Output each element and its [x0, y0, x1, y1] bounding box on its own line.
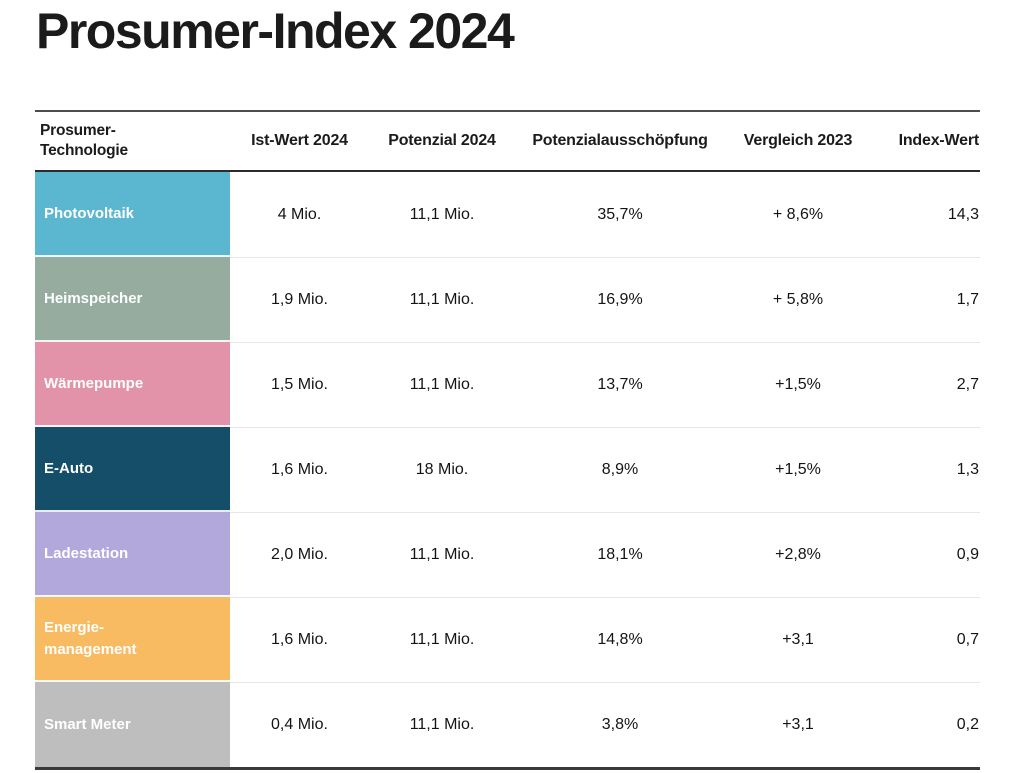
cell-potenzial: 11,1 Mio. [369, 257, 515, 342]
cell-potenzialausschoepfung: 3,8% [515, 682, 725, 767]
cell-ist-wert: 0,4 Mio. [230, 682, 369, 767]
table-row: Wärmepumpe 1,5 Mio. 11,1 Mio. 13,7% +1,5% 2,7 [35, 342, 980, 427]
cell-index-wert: 0,9 [871, 512, 980, 597]
row-label: Heimspeicher [35, 257, 230, 342]
cell-potenzialausschoepfung: 16,9% [515, 257, 725, 342]
cell-potenzial: 11,1 Mio. [369, 597, 515, 682]
table-row: Smart Meter 0,4 Mio. 11,1 Mio. 3,8% +3,1 0,2 [35, 682, 980, 767]
cell-index-wert: 0,2 [871, 682, 980, 767]
cell-index-wert: 2,7 [871, 342, 980, 427]
cell-vergleich: +1,5% [725, 427, 871, 512]
cell-potenzial: 18 Mio. [369, 427, 515, 512]
cell-potenzialausschoepfung: 13,7% [515, 342, 725, 427]
table-row: Ladestation 2,0 Mio. 11,1 Mio. 18,1% +2,8% 0,… [35, 512, 980, 597]
table-row: Heimspeicher 1,9 Mio. 11,1 Mio. 16,9% + 5,8%… [35, 257, 980, 342]
column-header-vergleich: Vergleich 2023 [743, 132, 853, 149]
row-label: Smart Meter [35, 682, 230, 767]
column-header-ausschoepfung: Potenzialausschöpfung [532, 132, 708, 149]
cell-potenzial: 11,1 Mio. [409, 205, 475, 223]
row-label: Wärmepumpe [35, 342, 230, 427]
cell-index-wert: 1,3 [871, 427, 980, 512]
cell-ist-wert: 1,9 Mio. [230, 257, 369, 342]
cell-vergleich: + 5,8% [725, 257, 871, 342]
cell-potenzialausschoepfung: 35,7% [597, 205, 643, 223]
cell-vergleich: +2,8% [725, 512, 871, 597]
table-body: Photovoltaik 4 Mio. 11,1 Mio. 35,7% + 8,6% 14… [35, 172, 980, 770]
cell-ist-wert: 1,6 Mio. [230, 597, 369, 682]
cell-index-wert: 14,3 [947, 205, 979, 223]
prosumer-index-table: Prosumer- Technologie Ist-Wert 2024 Pote… [35, 110, 980, 770]
cell-vergleich: +3,1 [725, 682, 871, 767]
cell-potenzialausschoepfung: 8,9% [515, 427, 725, 512]
cell-index-wert: 0,7 [871, 597, 980, 682]
column-header-index-wert: Index-Wert [898, 132, 980, 149]
page-title: Prosumer-Index 2024 [36, 3, 515, 59]
cell-index-wert: 1,7 [871, 257, 980, 342]
table-row: Photovoltaik 4 Mio. 11,1 Mio. 35,7% + 8,6% 14… [35, 172, 980, 257]
cell-potenzial: 11,1 Mio. [369, 512, 515, 597]
cell-vergleich: +3,1 [725, 597, 871, 682]
cell-potenzialausschoepfung: 14,8% [515, 597, 725, 682]
cell-potenzial: 11,1 Mio. [369, 682, 515, 767]
row-label: E-Auto [35, 427, 230, 512]
row-label: Energie- management [35, 597, 230, 682]
row-label: Ladestation [35, 512, 230, 597]
cell-vergleich: + 8,6% [772, 205, 824, 223]
cell-potenzial: 11,1 Mio. [369, 342, 515, 427]
cell-potenzialausschoepfung: 18,1% [515, 512, 725, 597]
cell-ist-wert: 2,0 Mio. [230, 512, 369, 597]
column-header-technologie: Prosumer- Technologie [40, 122, 128, 159]
cell-ist-wert: 4 Mio. [277, 205, 322, 223]
table-header-row: Prosumer- Technologie Ist-Wert 2024 Pote… [35, 110, 980, 172]
cell-ist-wert: 1,6 Mio. [230, 427, 369, 512]
cell-ist-wert: 1,5 Mio. [230, 342, 369, 427]
column-header-potenzial: Potenzial 2024 [388, 132, 496, 149]
table-row: E-Auto 1,6 Mio. 18 Mio. 8,9% +1,5% 1,3 [35, 427, 980, 512]
column-header-ist-wert: Ist-Wert 2024 [251, 132, 348, 149]
cell-vergleich: +1,5% [725, 342, 871, 427]
table-row: Energie- management 1,6 Mio. 11,1 Mio. 14,8… [35, 597, 980, 682]
row-label: Photovoltaik [35, 172, 230, 257]
